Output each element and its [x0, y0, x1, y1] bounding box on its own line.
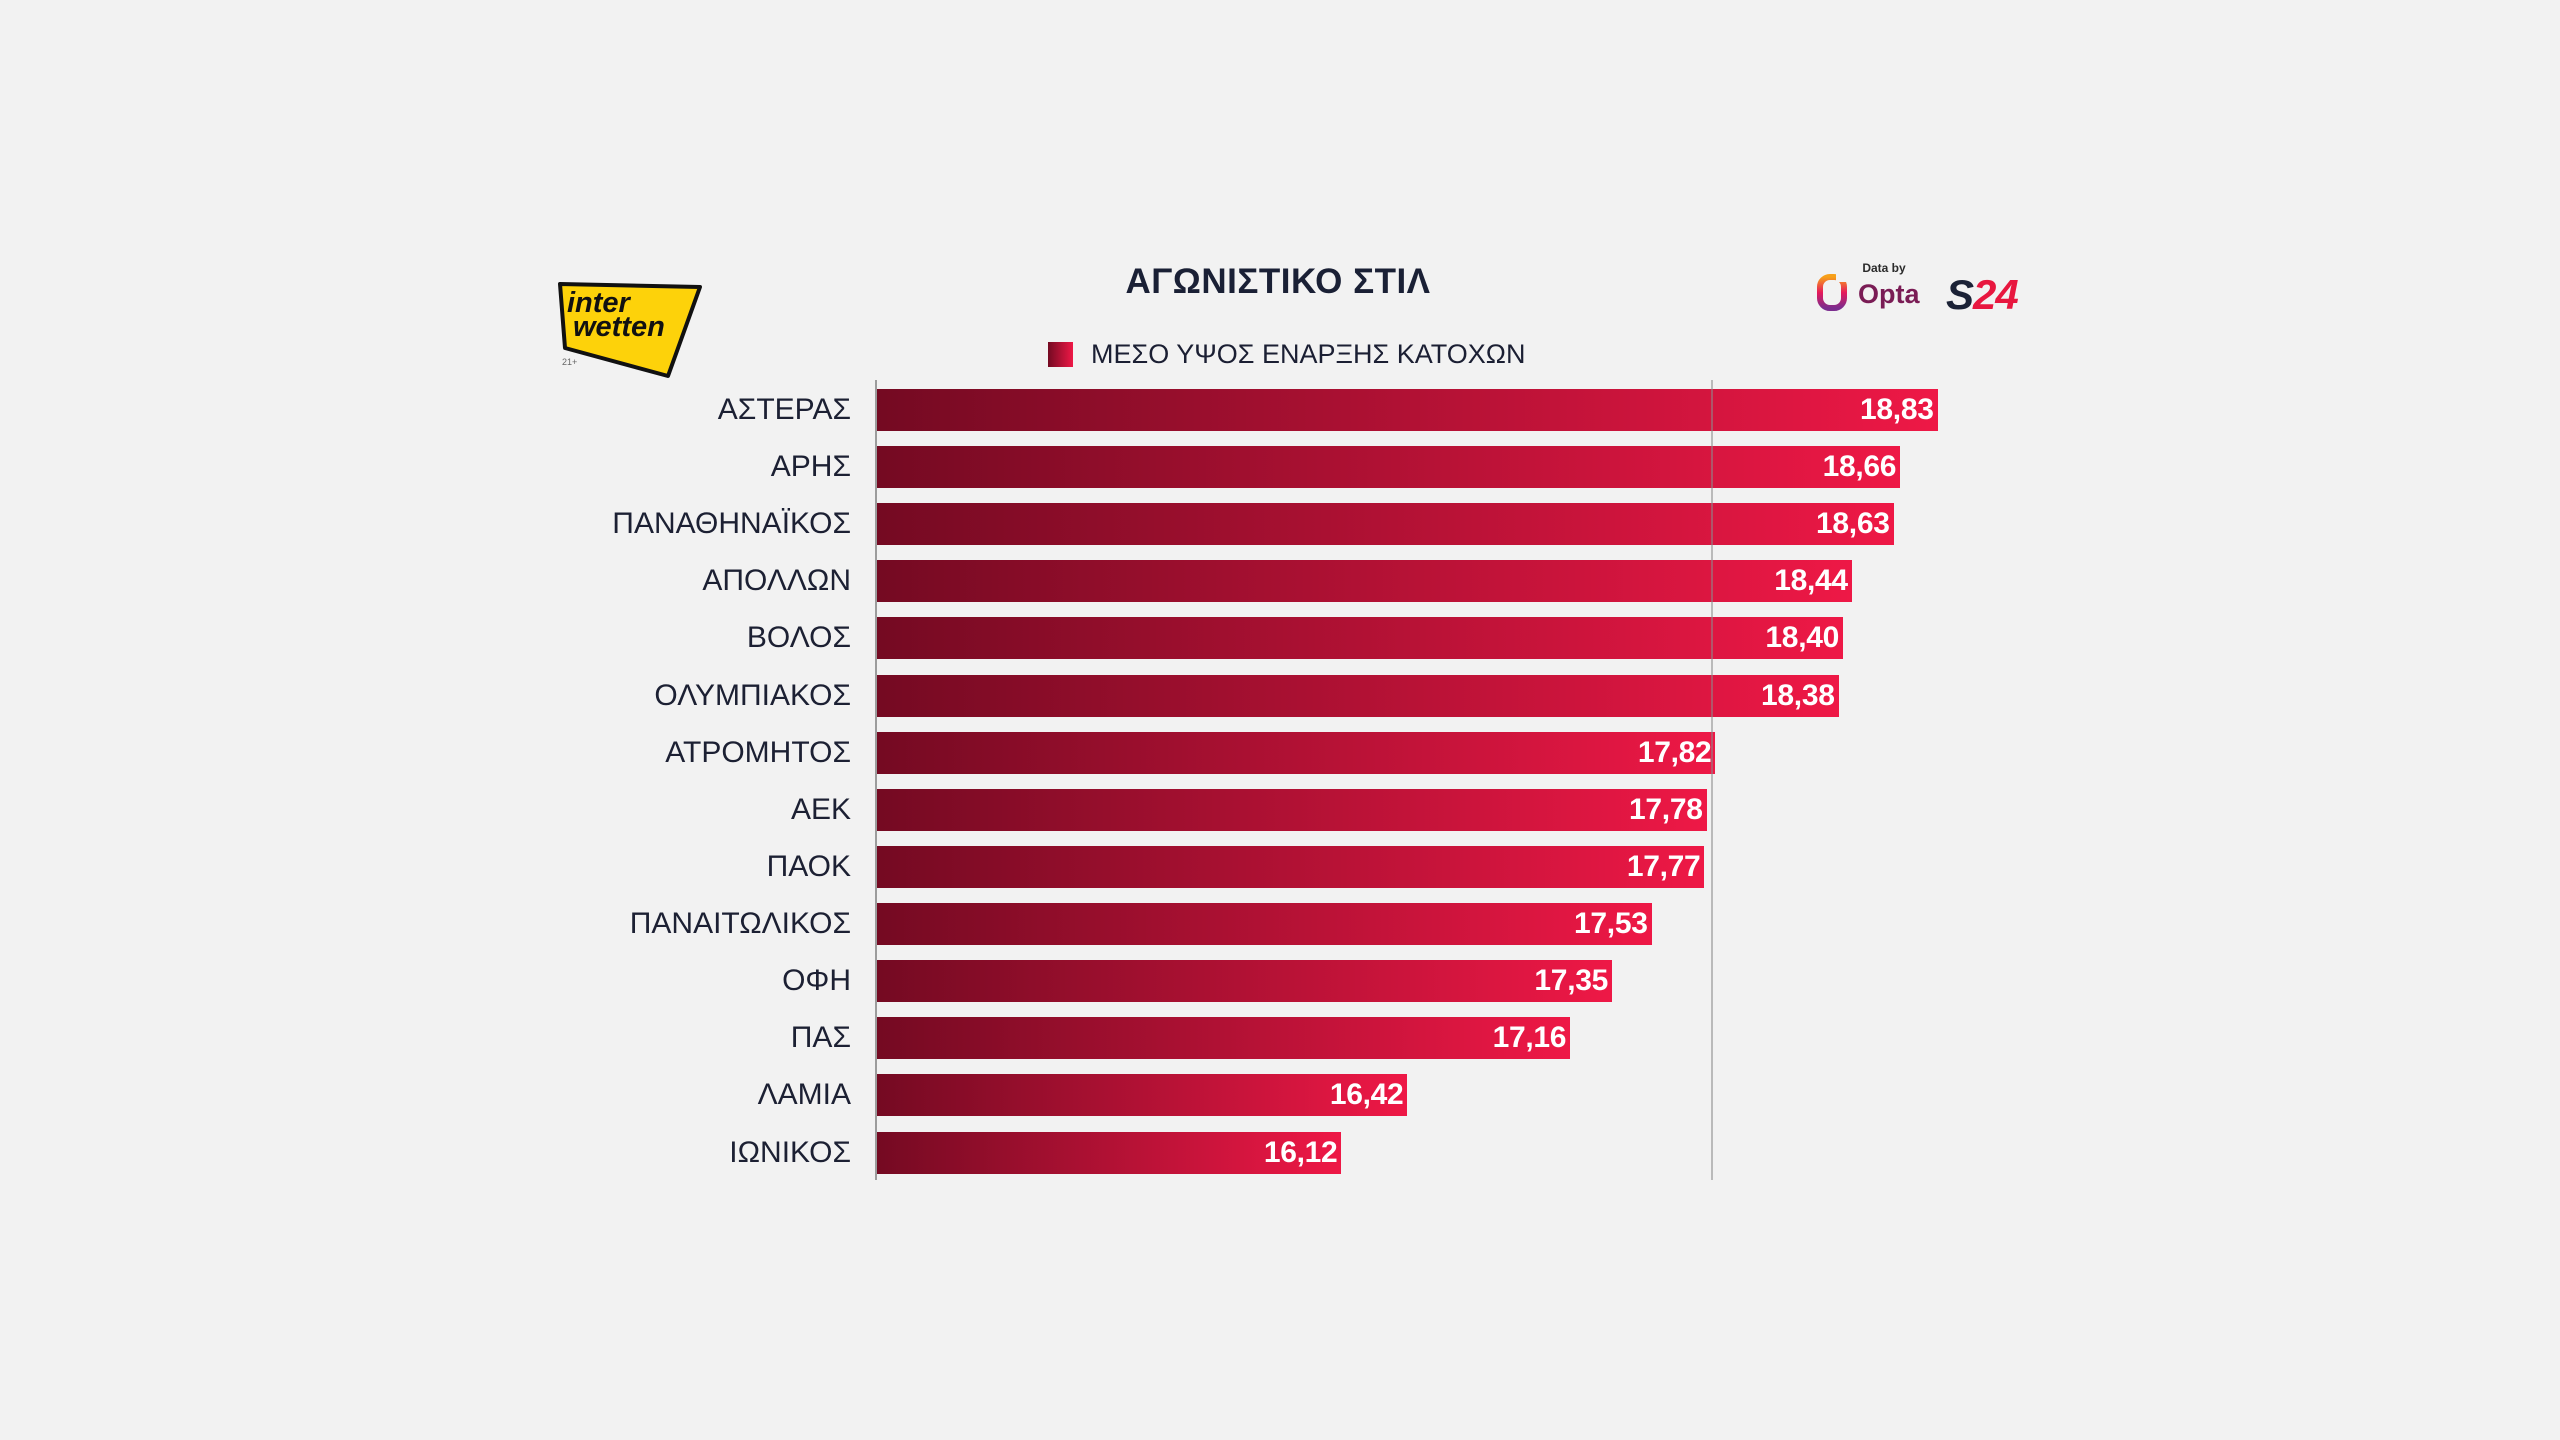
s24-logo-letter: S — [1946, 272, 1974, 314]
value-label: 16,12 — [1263, 1135, 1338, 1169]
value-label: 18,40 — [1765, 621, 1839, 655]
value-label: 18,44 — [1774, 564, 1848, 598]
opta-icon — [1817, 274, 1847, 311]
bar: 17,77 — [875, 845, 1705, 888]
sponsor-age-badge: 21+ — [562, 357, 577, 367]
category-label: ΠΑΟΚ — [766, 849, 851, 883]
interwetten-logo: inter wetten 21+ — [558, 282, 702, 378]
category-label: ΟΛΥΜΠΙΑΚΟΣ — [654, 678, 851, 712]
category-label: ΑΣΤΕΡΑΣ — [717, 392, 851, 426]
category-label: ΟΦΗ — [782, 964, 851, 998]
category-axis: ΑΣΤΕΡΑΣ ΑΡΗΣ ΠΑΝΑΘΗΝΑΪΚΟΣ ΑΠΟΛΛΩΝ ΒΟΛΟΣ ΟΛΥΜΠ… — [0, 380, 851, 1180]
y-axis-line — [875, 380, 877, 1180]
bar: 17,78 — [875, 788, 1707, 831]
bar: 17,82 — [875, 731, 1716, 774]
bar: 17,35 — [875, 960, 1612, 1003]
bar: 16,12 — [875, 1131, 1342, 1174]
value-label: 18,83 — [1860, 392, 1934, 426]
sponsor-logo-shape — [558, 282, 702, 378]
chart-title: ΑΓΩΝΙΣΤΙΚΟ ΣΤΙΛ — [1125, 262, 1431, 301]
category-label: ΙΩΝΙΚΟΣ — [729, 1135, 851, 1169]
value-label: 17,35 — [1534, 964, 1608, 998]
value-label: 17,82 — [1637, 735, 1712, 769]
category-label: ΑΠΟΛΛΩΝ — [702, 564, 851, 598]
category-label: ΠΑΝΑΘΗΝΑΪΚΟΣ — [612, 507, 851, 541]
opta-logo: Opta — [1817, 272, 1920, 311]
category-label: ΛΑΜΙΑ — [757, 1078, 851, 1112]
category-label: ΠΑΝΑΙΤΩΛΙΚΟΣ — [629, 907, 851, 941]
category-label: ΑΡΗΣ — [770, 449, 851, 483]
bar: 18,38 — [875, 674, 1839, 717]
category-label: ΑΤΡΟΜΗΤΟΣ — [665, 735, 851, 769]
bar: 18,63 — [875, 503, 1894, 546]
s24-logo-number: 24 — [1972, 272, 2018, 314]
legend-swatch — [1048, 341, 1073, 367]
value-label: 18,38 — [1761, 678, 1835, 712]
category-label: ΒΟΛΟΣ — [746, 621, 851, 655]
s24-logo: S24 — [1946, 272, 2019, 314]
sponsor-logo-text-line1: inter — [567, 287, 632, 319]
value-label: 18,63 — [1816, 507, 1890, 541]
value-label: 17,77 — [1626, 849, 1701, 883]
category-label: ΠΑΣ — [790, 1021, 851, 1055]
legend-label: ΜΕΣΟ ΥΨΟΣ ΕΝΑΡΞΗΣ ΚΑΤΟΧΩΝ — [1091, 339, 1526, 369]
gridline — [1711, 380, 1713, 1180]
bar: 18,44 — [875, 560, 1852, 603]
value-label: 16,42 — [1329, 1078, 1404, 1112]
plot-area: 18,83 18,66 18,63 18,44 18,40 18,38 17,82 17,78… — [875, 380, 2547, 1180]
bar: 18,40 — [875, 617, 1843, 660]
bar: 18,66 — [875, 445, 1901, 488]
value-label: 17,16 — [1492, 1021, 1567, 1055]
value-label: 18,66 — [1822, 449, 1897, 483]
opta-logo-text: Opta — [1858, 279, 1920, 309]
category-label: ΑΕΚ — [790, 792, 851, 826]
bar: 16,42 — [875, 1074, 1408, 1117]
data-by-label: Data by — [1862, 261, 1906, 275]
sponsor-logo-text-line2: wetten — [573, 311, 665, 343]
value-label: 17,53 — [1574, 907, 1648, 941]
bar: 17,53 — [875, 903, 1652, 946]
bar: 17,16 — [875, 1017, 1571, 1060]
chart-legend: ΜΕΣΟ ΥΨΟΣ ΕΝΑΡΞΗΣ ΚΑΤΟΧΩΝ — [1048, 336, 1525, 372]
bar: 18,83 — [875, 388, 1938, 431]
value-label: 17,78 — [1629, 792, 1703, 826]
svg-text:S24: S24 — [1946, 272, 2018, 314]
